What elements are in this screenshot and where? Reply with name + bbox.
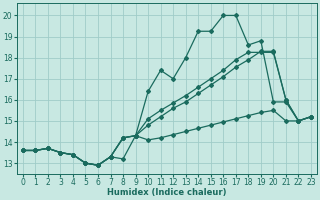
X-axis label: Humidex (Indice chaleur): Humidex (Indice chaleur): [107, 188, 227, 197]
